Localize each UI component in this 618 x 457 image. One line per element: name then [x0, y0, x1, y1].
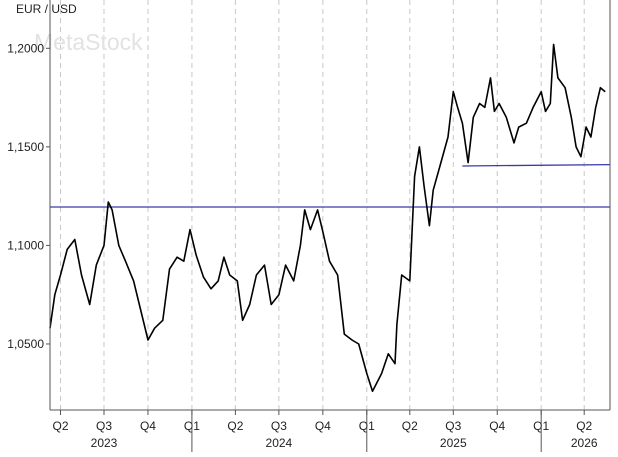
support-trendline: [462, 163, 611, 167]
y-tick-label: 1,1000: [7, 238, 44, 252]
x-tick-label: Q3: [271, 419, 287, 433]
x-tick-label: Q2: [227, 419, 243, 433]
year-label: 2023: [91, 436, 118, 450]
x-tick-label: Q4: [315, 419, 331, 433]
y-tick-label: 1,1500: [7, 140, 44, 154]
x-tick-label: Q3: [96, 419, 112, 433]
x-tick-label: Q3: [445, 419, 461, 433]
symbol-label: EUR / USD: [16, 2, 77, 16]
watermark: MetaStock: [34, 29, 143, 55]
year-label: 2024: [266, 436, 293, 450]
x-tick-label: Q2: [402, 419, 418, 433]
y-tick-label: 1,2000: [7, 41, 44, 55]
x-tick-label: Q2: [576, 419, 592, 433]
year-label: 2025: [440, 436, 467, 450]
price-line: [49, 43, 606, 393]
x-tick-label: Q4: [140, 419, 156, 433]
x-tick-label: Q4: [489, 419, 505, 433]
x-tick-label: Q2: [53, 419, 69, 433]
year-label: 2026: [571, 436, 598, 450]
reference-lines: [50, 163, 611, 208]
y-tick-label: 1,0500: [7, 337, 44, 351]
